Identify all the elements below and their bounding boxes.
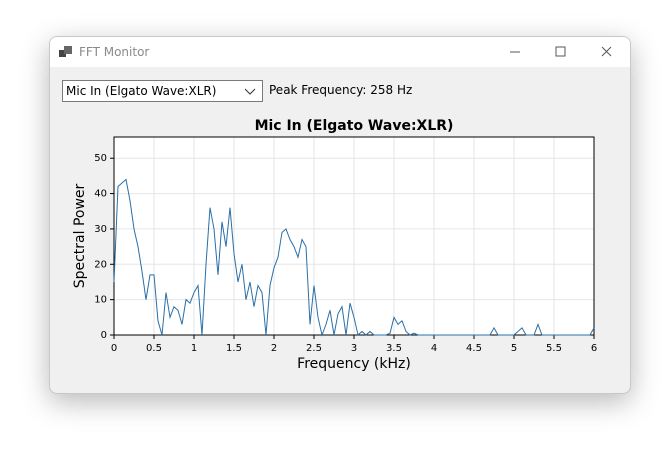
x-tick-label: 2 [271,343,277,354]
x-tick-label: 4.5 [466,343,482,354]
peak-label: Peak Frequency: 258 Hz [269,83,413,97]
y-tick-label: 40 [94,189,107,200]
x-axis-label: Frequency (kHz) [297,356,411,372]
x-tick-label: 1.5 [226,343,242,354]
x-tick-label: 5.5 [546,343,562,354]
x-tick-label: 4 [431,343,437,354]
device-combo[interactable]: Mic In (Elgato Wave:XLR) [62,80,263,102]
x-tick-label: 3.5 [386,343,402,354]
x-tick-label: 0.5 [146,343,162,354]
title-bar: FFT Monitor [50,37,630,67]
window-buttons[interactable] [490,37,630,67]
x-tick-label: 2.5 [306,343,322,354]
x-tick-label: 0 [111,343,117,354]
x-tick-label: 1 [191,343,197,354]
combo-text: Mic In (Elgato Wave:XLR) [66,84,217,98]
x-tick-label: 5 [511,343,517,354]
y-axis-label: Spectral Power [72,183,88,288]
y-tick-label: 0 [101,330,107,341]
maximize[interactable] [555,46,566,57]
chart-title: Mic In (Elgato Wave:XLR) [255,118,454,134]
x-tick-label: 3 [351,343,357,354]
plot-frame [113,136,595,336]
combo-arrow [244,88,256,95]
close[interactable] [601,46,612,57]
y-tick-label: 30 [94,224,107,235]
y-tick-label: 50 [94,153,107,164]
app-icon [59,46,72,57]
window-title: FFT Monitor [79,45,150,59]
x-tick-label: 6 [591,343,597,354]
y-tick-label: 20 [94,259,107,270]
y-tick-label: 10 [94,295,107,306]
spectrum-line [113,178,595,337]
